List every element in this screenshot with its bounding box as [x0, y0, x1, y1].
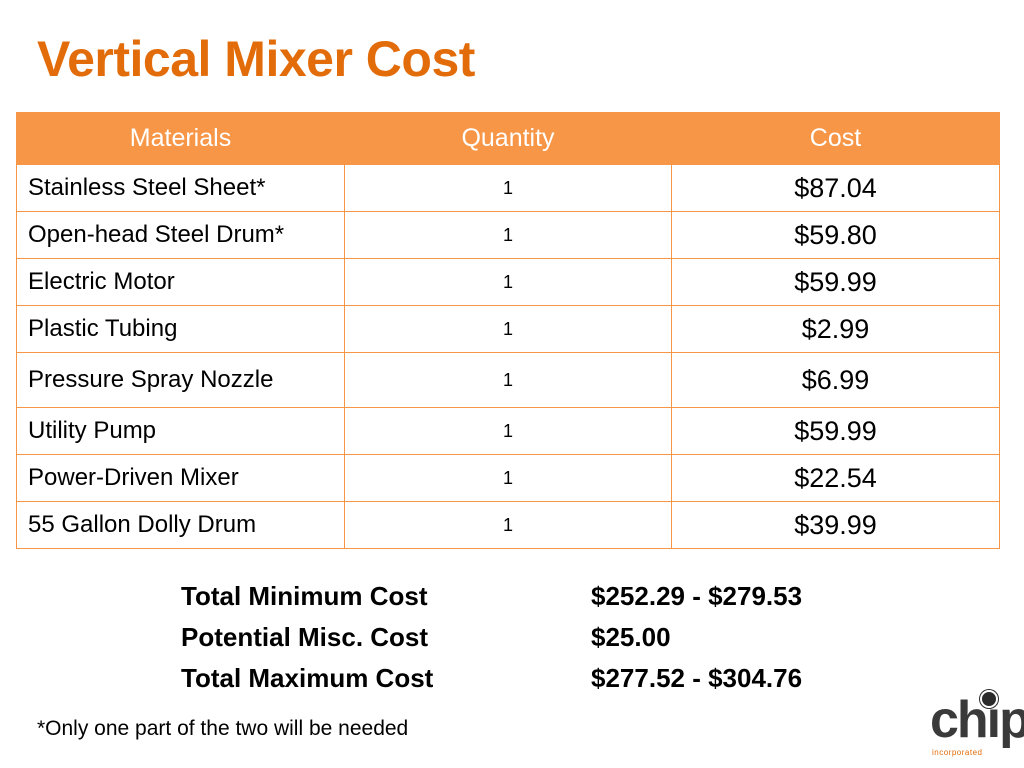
material-cell: 55 Gallon Dolly Drum: [16, 501, 345, 549]
chip-logo-icon: chip incorporated: [930, 690, 1024, 762]
quantity-cell: 1: [344, 501, 672, 549]
slide-title: Vertical Mixer Cost: [37, 31, 475, 87]
total-label: Potential Misc. Cost: [181, 622, 429, 652]
cost-cell: $2.99: [671, 305, 1000, 353]
cost-cell: $22.54: [671, 454, 1000, 502]
material-cell: Open-head Steel Drum*: [16, 211, 345, 259]
quantity-cell: 1: [344, 164, 672, 212]
total-value: $252.29 - $279.53: [591, 581, 803, 611]
quantity-cell: 1: [344, 407, 672, 455]
quantity-cell: 1: [344, 352, 672, 408]
quantity-cell: 1: [344, 454, 672, 502]
material-cell: Electric Motor: [16, 258, 345, 306]
footnote: *Only one part of the two will be needed: [37, 717, 409, 740]
quantity-cell: 1: [344, 258, 672, 306]
column-header-cost: Cost: [671, 112, 1000, 165]
total-value: $277.52 - $304.76: [591, 663, 803, 693]
totals-summary: Total Minimum Cost $252.29 - $279.53 Pot…: [181, 576, 802, 699]
material-cell: Power-Driven Mixer: [16, 454, 345, 502]
material-cell: Utility Pump: [16, 407, 345, 455]
quantity-cell: 1: [344, 211, 672, 259]
total-minimum-row: Total Minimum Cost $252.29 - $279.53: [181, 576, 802, 617]
cost-table: Materials Quantity Cost Stainless Steel …: [16, 112, 1000, 549]
total-maximum-row: Total Maximum Cost $277.52 - $304.76: [181, 658, 802, 699]
material-cell: Plastic Tubing: [16, 305, 345, 353]
table-row: Pressure Spray Nozzle 1 $6.99: [16, 352, 1000, 408]
material-cell: Stainless Steel Sheet*: [16, 164, 345, 212]
misc-cost-row: Potential Misc. Cost $25.00: [181, 617, 802, 658]
cost-cell: $39.99: [671, 501, 1000, 549]
material-cell: Pressure Spray Nozzle: [16, 352, 345, 408]
table-row: Stainless Steel Sheet* 1 $87.04: [16, 164, 1000, 212]
quantity-cell: 1: [344, 305, 672, 353]
cost-cell: $59.99: [671, 407, 1000, 455]
cost-cell: $59.99: [671, 258, 1000, 306]
table-row: 55 Gallon Dolly Drum 1 $39.99: [16, 501, 1000, 549]
column-header-quantity: Quantity: [344, 112, 672, 165]
table-row: Power-Driven Mixer 1 $22.54: [16, 454, 1000, 502]
table-header-row: Materials Quantity Cost: [16, 112, 1000, 165]
total-label: Total Minimum Cost: [181, 581, 428, 611]
logo-subtext: incorporated: [932, 748, 983, 757]
table-row: Utility Pump 1 $59.99: [16, 407, 1000, 455]
cost-cell: $6.99: [671, 352, 1000, 408]
table-row: Plastic Tubing 1 $2.99: [16, 305, 1000, 353]
total-label: Total Maximum Cost: [181, 663, 434, 693]
column-header-materials: Materials: [16, 112, 345, 165]
table-row: Electric Motor 1 $59.99: [16, 258, 1000, 306]
cost-cell: $87.04: [671, 164, 1000, 212]
logo-dot: [980, 690, 998, 708]
logo-wordmark: chip: [930, 691, 1024, 749]
table-row: Open-head Steel Drum* 1 $59.80: [16, 211, 1000, 259]
cost-cell: $59.80: [671, 211, 1000, 259]
total-value: $25.00: [591, 622, 671, 652]
